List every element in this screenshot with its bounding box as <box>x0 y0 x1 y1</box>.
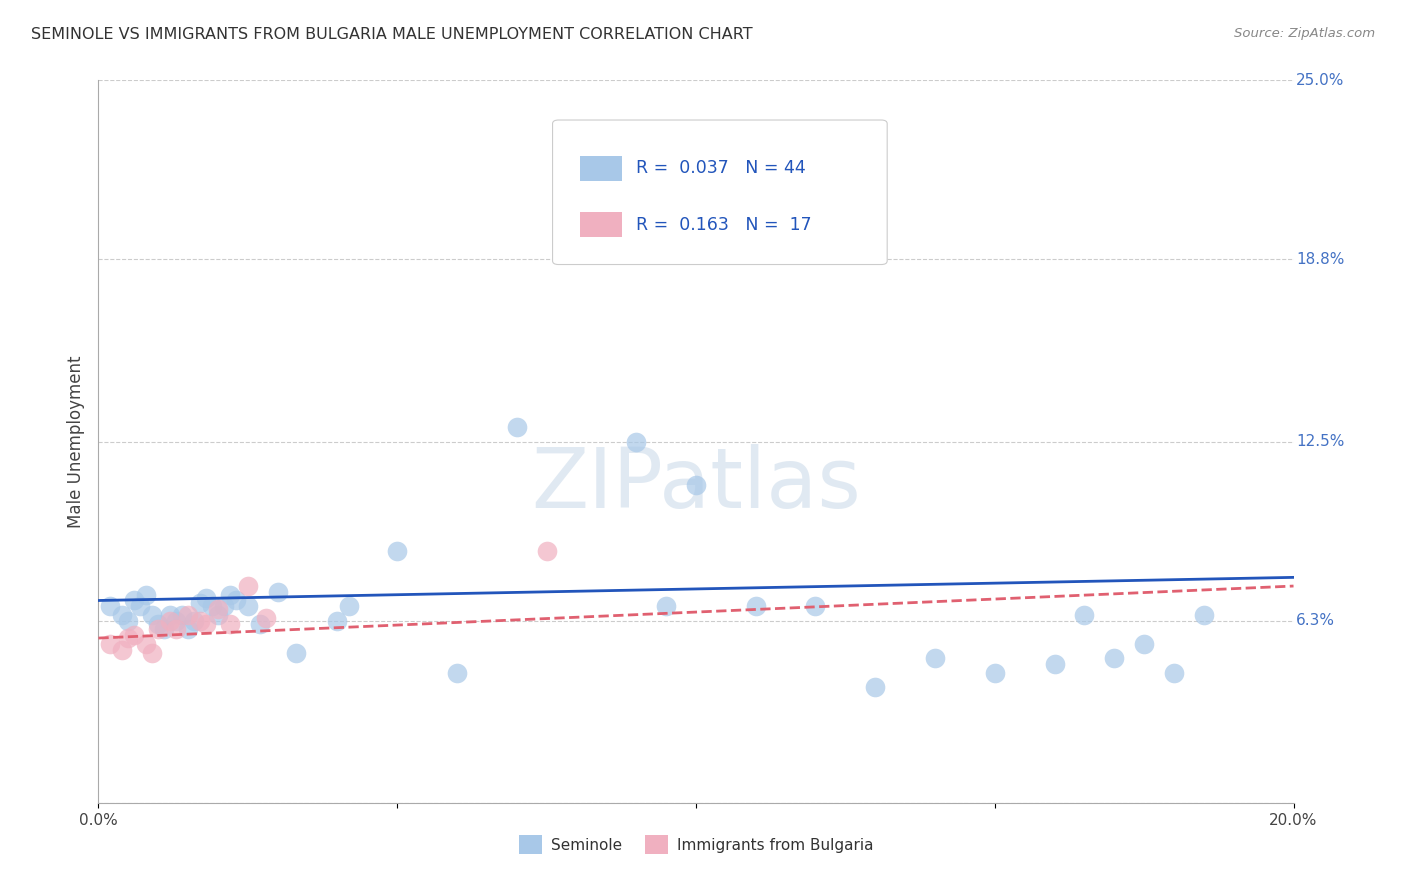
Point <box>1192 607 1215 622</box>
Point <box>141 607 163 622</box>
Point <box>135 637 157 651</box>
Legend: Seminole, Immigrants from Bulgaria: Seminole, Immigrants from Bulgaria <box>513 830 879 860</box>
Point <box>1104 651 1126 665</box>
Point <box>1043 657 1066 671</box>
Point <box>249 616 271 631</box>
Point <box>159 607 181 622</box>
Text: SEMINOLE VS IMMIGRANTS FROM BULGARIA MALE UNEMPLOYMENT CORRELATION CHART: SEMINOLE VS IMMIGRANTS FROM BULGARIA MAL… <box>31 27 752 42</box>
FancyBboxPatch shape <box>581 156 621 181</box>
Point <box>984 665 1007 680</box>
Point <box>135 588 157 602</box>
Y-axis label: Male Unemployment: Male Unemployment <box>66 355 84 528</box>
Point <box>111 607 134 622</box>
Point <box>188 596 211 610</box>
Point <box>236 579 259 593</box>
Point <box>98 599 122 614</box>
Point <box>655 599 678 614</box>
Point <box>685 478 707 492</box>
Point <box>225 593 247 607</box>
Point <box>1133 637 1156 651</box>
Point <box>212 599 235 614</box>
Point <box>1163 665 1185 680</box>
Point <box>117 614 139 628</box>
Point <box>339 599 361 614</box>
Point <box>172 607 194 622</box>
Point <box>124 593 146 607</box>
Text: 25.0%: 25.0% <box>1296 73 1344 87</box>
Point <box>219 616 242 631</box>
Point <box>148 616 170 631</box>
Point <box>165 623 187 637</box>
Point <box>385 544 409 558</box>
Point <box>124 628 146 642</box>
Point <box>129 599 152 614</box>
Point <box>326 614 349 628</box>
Text: ZIPatlas: ZIPatlas <box>531 444 860 525</box>
Point <box>254 611 277 625</box>
Point <box>141 646 163 660</box>
Point <box>865 680 887 694</box>
Point <box>165 614 187 628</box>
Point <box>177 607 200 622</box>
Point <box>159 614 181 628</box>
Point <box>183 614 205 628</box>
Point <box>195 616 218 631</box>
Text: R =  0.037   N = 44: R = 0.037 N = 44 <box>637 160 806 178</box>
Point <box>188 614 211 628</box>
Point <box>98 637 122 651</box>
Point <box>207 607 229 622</box>
Point <box>195 591 218 605</box>
Point <box>201 599 224 614</box>
Text: 12.5%: 12.5% <box>1296 434 1344 449</box>
Point <box>177 623 200 637</box>
Point <box>506 420 529 434</box>
Point <box>804 599 827 614</box>
Point <box>284 646 307 660</box>
Point <box>207 602 229 616</box>
FancyBboxPatch shape <box>581 212 621 237</box>
Point <box>924 651 946 665</box>
Point <box>536 544 558 558</box>
Point <box>153 623 176 637</box>
Point <box>148 623 170 637</box>
Point <box>745 599 768 614</box>
Point <box>111 642 134 657</box>
Point <box>117 631 139 645</box>
Point <box>219 588 242 602</box>
Text: Source: ZipAtlas.com: Source: ZipAtlas.com <box>1234 27 1375 40</box>
Point <box>626 434 648 449</box>
FancyBboxPatch shape <box>553 120 887 265</box>
Text: R =  0.163   N =  17: R = 0.163 N = 17 <box>637 216 811 234</box>
Text: 18.8%: 18.8% <box>1296 252 1344 267</box>
Point <box>236 599 259 614</box>
Point <box>267 584 290 599</box>
Text: 6.3%: 6.3% <box>1296 613 1334 628</box>
Point <box>1073 607 1095 622</box>
Point <box>446 665 468 680</box>
